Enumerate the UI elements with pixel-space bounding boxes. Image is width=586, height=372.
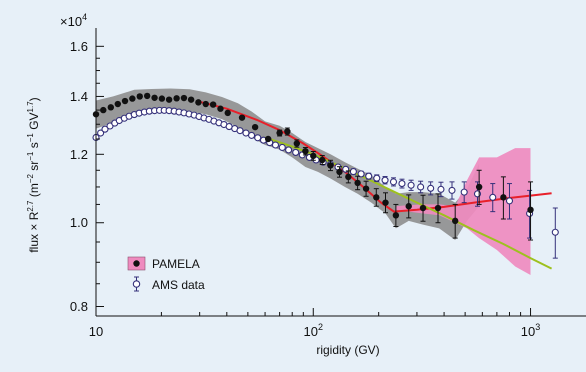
- ams-data-point: [349, 168, 357, 176]
- ams-data-point: [489, 193, 497, 201]
- ams-data-point: [427, 184, 435, 192]
- pamela-high-energy-band: [395, 148, 531, 275]
- x-tick-label: 102: [304, 322, 323, 339]
- pamela-data-point: [114, 100, 122, 108]
- pamela-data-point: [187, 96, 195, 103]
- pamela-data-point: [354, 179, 361, 187]
- pamela-data-point: [336, 168, 343, 176]
- ams-data-point: [448, 186, 456, 194]
- pamela-data-point: [217, 105, 224, 112]
- ams-data-point: [236, 127, 244, 135]
- pamela-data-point: [151, 94, 158, 101]
- ams-data-point: [248, 131, 256, 139]
- y-tick-label: 1.2: [70, 147, 88, 162]
- pamela-data-point: [195, 99, 202, 106]
- ams-data-point: [101, 125, 109, 133]
- y-axis-label: flux × R2.7 (m−2 sr−1 s−1 GV1.7): [26, 97, 41, 252]
- ams-data-point: [407, 181, 415, 189]
- ams-data-point: [357, 170, 365, 178]
- pamela-data-point: [129, 95, 136, 102]
- legend-ams-marker: [132, 280, 141, 288]
- legend-item-ams: AMS data: [132, 276, 205, 292]
- pamela-data-point: [158, 95, 166, 102]
- pamela-data-point: [382, 199, 389, 206]
- pamela-data-point: [173, 95, 180, 102]
- pamela-data-point: [202, 100, 209, 108]
- legend-pamela-label: PAMELA: [152, 257, 200, 271]
- legend-pamela-marker: [133, 260, 140, 267]
- ams-data-point: [437, 185, 445, 193]
- pamela-data-point: [121, 97, 129, 105]
- y-ticks: 0.8 1.0 1.2 1.4 1.6: [70, 39, 104, 314]
- ams-data-point: [381, 176, 389, 184]
- pamela-data-point: [264, 135, 272, 143]
- pamela-data-point: [362, 185, 370, 192]
- ams-data-point: [292, 148, 300, 156]
- x-ticks: 10 102 103: [89, 308, 540, 339]
- ams-data-point: [373, 174, 381, 182]
- ams-data-point: [365, 172, 373, 180]
- y-multiplier-label: ×104: [60, 12, 87, 29]
- pamela-data-point: [165, 96, 173, 103]
- green-fit-curve: [264, 136, 553, 270]
- ams-data-point: [285, 146, 293, 154]
- pamela-data-point: [284, 128, 291, 135]
- ams-data-point: [398, 180, 406, 188]
- y-tick-label: 1.0: [70, 215, 88, 230]
- y-tick-label: 0.8: [70, 299, 88, 314]
- pamela-data-point: [475, 183, 483, 191]
- y-tick-label: 1.4: [70, 89, 88, 104]
- ams-data-point: [551, 228, 559, 236]
- pamela-data-point: [302, 147, 309, 155]
- legend-ams-label: AMS data: [152, 278, 205, 292]
- pamela-data-point: [224, 109, 231, 117]
- x-tick-label: 10: [89, 324, 103, 339]
- pamela-data-point: [209, 101, 217, 108]
- pamela-data-point: [100, 106, 107, 114]
- ams-data-point: [278, 143, 286, 152]
- pamela-data-point: [345, 173, 352, 181]
- pamela-data-point: [310, 152, 317, 160]
- pamela-data-point: [293, 140, 301, 147]
- legend: PAMELA AMS data: [127, 256, 205, 292]
- ams-data-point: [460, 188, 468, 196]
- pamela-data-point: [373, 194, 380, 201]
- ams-data-point: [417, 183, 425, 191]
- ams-data-point: [389, 178, 398, 186]
- axes: 10 102 103 0.8 1.0 1.2 1.4 1.6: [70, 28, 586, 339]
- fit-curves: [199, 100, 553, 270]
- pamela-data-point: [434, 204, 442, 212]
- data-points: [92, 92, 559, 259]
- pamela-data-point: [143, 92, 151, 100]
- pamela-data-point: [319, 156, 326, 164]
- pamela-data-point: [451, 217, 459, 225]
- pamela-data-point: [500, 194, 507, 201]
- pamela-data-point: [419, 204, 427, 212]
- x-tick-label: 103: [521, 322, 540, 339]
- pamela-data-point: [405, 203, 412, 210]
- pamela-data-point: [180, 94, 188, 102]
- pamela-data-point: [136, 93, 143, 100]
- pamela-data-point: [251, 123, 259, 131]
- ams-data-point: [505, 197, 514, 205]
- pamela-data-point: [392, 212, 400, 219]
- pamela-data-point: [107, 104, 115, 111]
- ams-data-point: [97, 129, 105, 137]
- legend-item-pamela: PAMELA: [127, 256, 200, 271]
- y-tick-label: 1.6: [70, 39, 88, 54]
- pamela-data-point: [527, 206, 534, 214]
- ams-data-point: [254, 134, 262, 142]
- pamela-data-point: [238, 114, 246, 121]
- x-axis-label: rigidity (GV): [316, 343, 379, 357]
- red-fit-curve: [199, 100, 552, 213]
- pamela-data-point: [327, 162, 334, 169]
- ams-data-point: [271, 141, 280, 149]
- pamela-data-point: [276, 129, 283, 137]
